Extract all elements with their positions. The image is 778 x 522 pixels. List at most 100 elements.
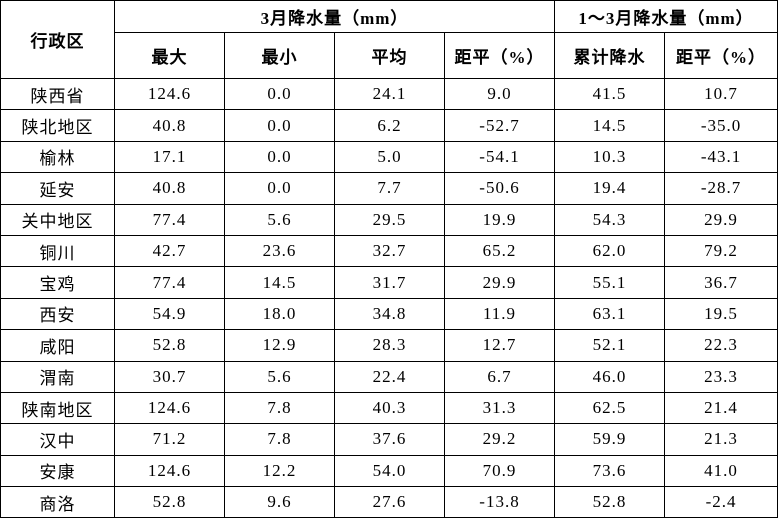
- value-cell: 40.3: [334, 391, 445, 425]
- value-cell: 71.2: [114, 423, 225, 456]
- value-cell: 0.0: [224, 140, 335, 174]
- region-cell: 陕北地区: [0, 109, 115, 142]
- value-cell: 5.0: [334, 140, 445, 174]
- value-cell: 30.7: [114, 360, 225, 393]
- value-cell: 29.9: [443, 266, 556, 299]
- value-cell: 10.7: [664, 77, 778, 111]
- value-cell: 14.5: [554, 109, 666, 142]
- column-header: 最大: [114, 32, 225, 79]
- value-cell: 7.8: [224, 423, 335, 456]
- value-cell: 12.7: [443, 329, 556, 362]
- value-cell: 19.5: [664, 297, 778, 331]
- value-cell: 19.4: [554, 172, 666, 205]
- value-cell: 14.5: [224, 266, 335, 299]
- value-cell: 55.1: [554, 266, 666, 299]
- value-cell: 32.7: [334, 234, 445, 268]
- table-row: 陕西省 124.6 0.0 24.1 9.0 41.5 10.7: [0, 77, 778, 111]
- value-cell: 29.9: [664, 203, 778, 236]
- value-cell: 63.1: [554, 297, 666, 331]
- value-cell: 77.4: [114, 266, 225, 299]
- value-cell: 54.3: [554, 203, 666, 236]
- value-cell: -28.7: [664, 172, 778, 205]
- value-cell: 79.2: [664, 234, 778, 268]
- value-cell: 62.5: [554, 391, 666, 425]
- region-cell: 西安: [0, 297, 115, 331]
- value-cell: 6.2: [334, 109, 445, 142]
- region-cell: 榆林: [0, 140, 115, 174]
- column-header: 最小: [224, 32, 335, 79]
- value-cell: 124.6: [114, 454, 225, 488]
- value-cell: -54.1: [443, 140, 556, 174]
- value-cell: 7.8: [224, 391, 335, 425]
- table-row: 陕南地区 124.6 7.8 40.3 31.3 62.5 21.4: [0, 391, 778, 425]
- table-row: 安康 124.6 12.2 54.0 70.9 73.6 41.0: [0, 454, 778, 488]
- value-cell: -13.8: [443, 486, 556, 519]
- table-row: 西安 54.9 18.0 34.8 11.9 63.1 19.5: [0, 297, 778, 331]
- value-cell: 5.6: [224, 203, 335, 236]
- value-cell: -35.0: [664, 109, 778, 142]
- value-cell: 52.8: [114, 486, 225, 519]
- value-cell: 54.9: [114, 297, 225, 331]
- value-cell: 42.7: [114, 234, 225, 268]
- value-cell: 31.7: [334, 266, 445, 299]
- value-cell: 0.0: [224, 172, 335, 205]
- value-cell: 0.0: [224, 109, 335, 142]
- value-cell: 31.3: [443, 391, 556, 425]
- value-cell: 12.9: [224, 329, 335, 362]
- value-cell: 21.3: [664, 423, 778, 456]
- value-cell: 77.4: [114, 203, 225, 236]
- value-cell: 59.9: [554, 423, 666, 456]
- value-cell: 12.2: [224, 454, 335, 488]
- value-cell: -2.4: [664, 486, 778, 519]
- region-cell: 延安: [0, 172, 115, 205]
- value-cell: 21.4: [664, 391, 778, 425]
- value-cell: 124.6: [114, 391, 225, 425]
- region-cell: 陕南地区: [0, 391, 115, 425]
- value-cell: 52.8: [114, 329, 225, 362]
- value-cell: 22.3: [664, 329, 778, 362]
- value-cell: 7.7: [334, 172, 445, 205]
- value-cell: 52.8: [554, 486, 666, 519]
- region-cell: 关中地区: [0, 203, 115, 236]
- value-cell: -52.7: [443, 109, 556, 142]
- group-header: 1～3月降水量（mm）: [554, 0, 778, 33]
- region-cell: 安康: [0, 454, 115, 488]
- table-row: 渭南 30.7 5.6 22.4 6.7 46.0 23.3: [0, 360, 778, 393]
- region-cell: 汉中: [0, 423, 115, 456]
- value-cell: 27.6: [334, 486, 445, 519]
- value-cell: 52.1: [554, 329, 666, 362]
- region-cell: 商洛: [0, 486, 115, 519]
- value-cell: 36.7: [664, 266, 778, 299]
- value-cell: 22.4: [334, 360, 445, 393]
- table-row: 商洛 52.8 9.6 27.6 -13.8 52.8 -2.4: [0, 486, 778, 519]
- region-cell: 陕西省: [0, 77, 115, 111]
- value-cell: 46.0: [554, 360, 666, 393]
- value-cell: 23.6: [224, 234, 335, 268]
- value-cell: 0.0: [224, 77, 335, 111]
- value-cell: 34.8: [334, 297, 445, 331]
- value-cell: 10.3: [554, 140, 666, 174]
- value-cell: 40.8: [114, 172, 225, 205]
- column-header: 平均: [334, 32, 445, 79]
- table-body: 陕西省 124.6 0.0 24.1 9.0 41.5 10.7 陕北地区 40.8 0.0 6.2…: [0, 77, 778, 519]
- region-cell: 渭南: [0, 360, 115, 393]
- group-header: 3月降水量（mm）: [113, 0, 556, 33]
- value-cell: 70.9: [443, 454, 556, 488]
- region-header: 行政区: [0, 0, 115, 79]
- value-cell: -50.6: [443, 172, 556, 205]
- table-row: 宝鸡 77.4 14.5 31.7 29.9 55.1 36.7: [0, 266, 778, 299]
- table-header: 行政区 3月降水量（mm） 1～3月降水量（mm） 最大 最小 平均 距平（%） 累计降…: [0, 0, 778, 79]
- value-cell: 11.9: [443, 297, 556, 331]
- column-header: 距平（%）: [443, 32, 556, 79]
- value-cell: 41.0: [664, 454, 778, 488]
- header-row: 行政区 3月降水量（mm） 1～3月降水量（mm）: [0, 0, 778, 79]
- header-row: 最大 最小 平均 距平（%） 累计降水 距平（%）: [1, 32, 778, 79]
- value-cell: 19.9: [443, 203, 556, 236]
- value-cell: 29.2: [443, 423, 556, 456]
- table-row: 榆林 17.1 0.0 5.0 -54.1 10.3 -43.1: [0, 140, 778, 174]
- value-cell: 5.6: [224, 360, 335, 393]
- value-cell: 6.7: [443, 360, 556, 393]
- column-header: 距平（%）: [664, 32, 778, 79]
- value-cell: 73.6: [554, 454, 666, 488]
